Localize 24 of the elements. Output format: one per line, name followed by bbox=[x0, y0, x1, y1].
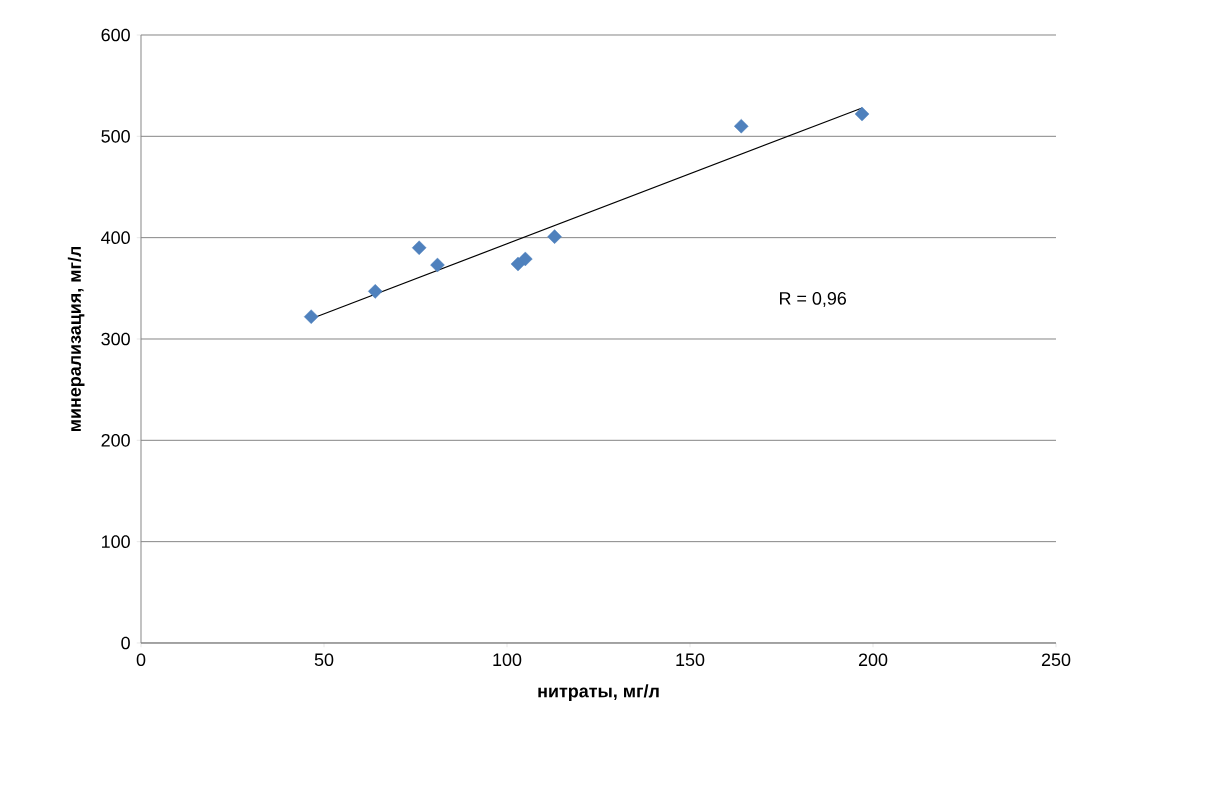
point bbox=[411, 240, 427, 256]
point bbox=[303, 309, 319, 324]
point bbox=[854, 106, 870, 122]
x-tick-label: 50 bbox=[314, 653, 334, 667]
y-tick-label: 400 bbox=[101, 231, 130, 244]
point bbox=[368, 284, 383, 299]
x-tick-label: 250 bbox=[1041, 653, 1071, 667]
point bbox=[547, 229, 562, 244]
y-tick-label: 0 bbox=[121, 636, 130, 650]
y-tick-label: 200 bbox=[101, 433, 130, 447]
x-tick-label: 100 bbox=[493, 653, 522, 667]
x-axis-title: нитраты, мг/л bbox=[538, 684, 659, 701]
y-tick-label: 100 bbox=[102, 535, 130, 548]
x-tick-label: 0 bbox=[136, 653, 146, 667]
y-tick-label: 500 bbox=[101, 129, 130, 143]
x-tick-label: 150 bbox=[676, 653, 705, 667]
y-tick-label: 300 bbox=[101, 332, 130, 346]
point bbox=[430, 257, 445, 273]
point bbox=[734, 118, 749, 134]
x-tick-label: 200 bbox=[858, 653, 888, 667]
annotation: R = 0,96 bbox=[780, 292, 847, 307]
y-axis-title: минерализация, мг/л bbox=[67, 246, 85, 432]
point bbox=[518, 251, 533, 267]
y-tick-label: 600 bbox=[101, 28, 130, 42]
